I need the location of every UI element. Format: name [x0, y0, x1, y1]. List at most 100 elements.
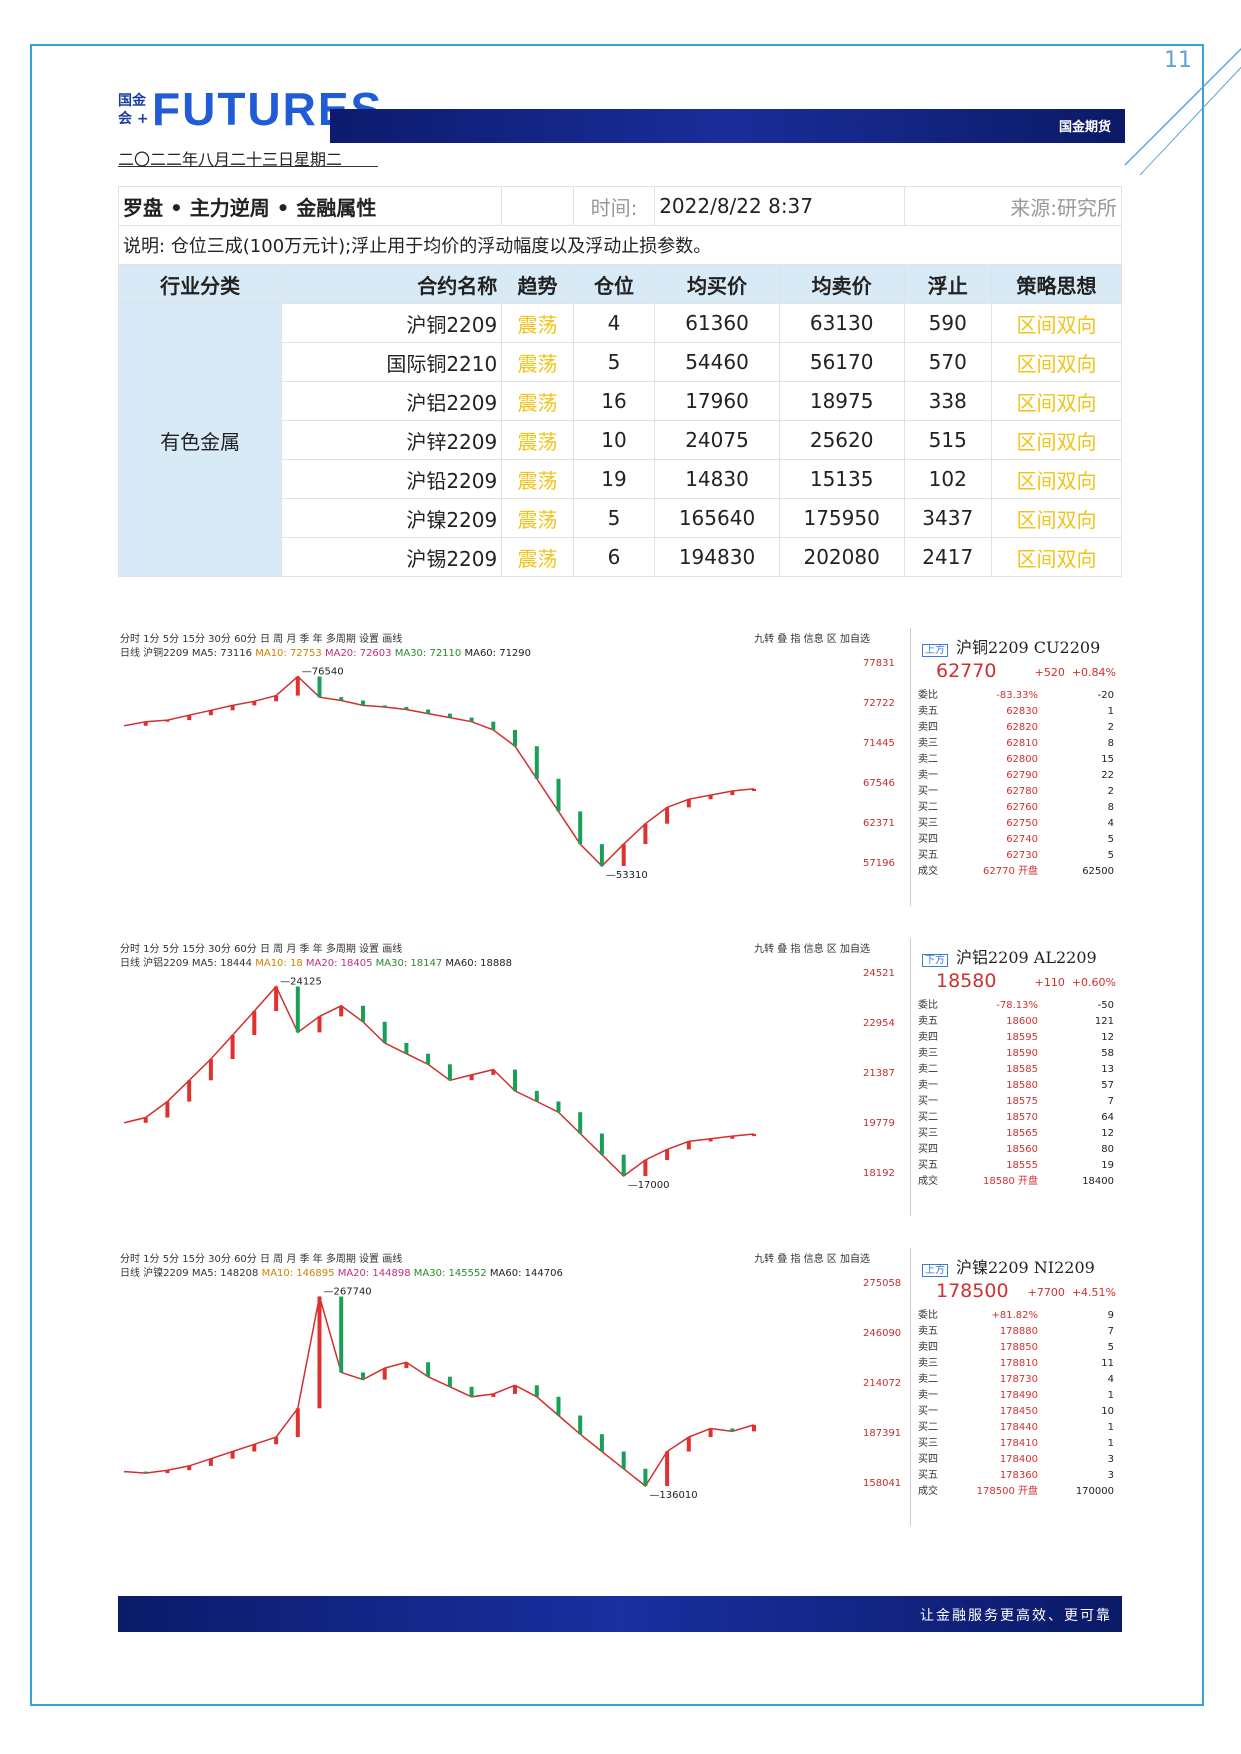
candle	[339, 697, 344, 701]
order-book-row: 卖三 18590 58	[918, 1048, 1114, 1059]
chart-panel-ni: 分时 1分 5分 15分 30分 60分 日 周 月 季 年 多周期 设置 画线…	[118, 1248, 1122, 1526]
candle	[295, 986, 300, 1033]
tool-buttons[interactable]: 九转 叠 指 信息 区 加自选	[754, 944, 870, 955]
price-change: +110 +0.60%	[1034, 976, 1116, 989]
order-book-row: 成交 18580 开盘 18400	[918, 1176, 1114, 1187]
candle	[230, 1451, 235, 1459]
candle	[447, 713, 452, 718]
order-book-row: 买三 178410 1	[918, 1438, 1114, 1449]
chart-panel-al: 分时 1分 5分 15分 30分 60分 日 周 月 季 年 多周期 设置 画线…	[118, 938, 1122, 1216]
period-toolbar[interactable]: 分时 1分 5分 15分 30分 60分 日 周 月 季 年 多周期 设置 画线	[120, 634, 403, 645]
candle	[621, 1154, 626, 1176]
price-line	[123, 985, 755, 1177]
axis-tick-label: 18192	[863, 1168, 895, 1179]
time-value: 2022/8/22 8:37	[654, 186, 905, 226]
order-book-row: 买五 178360 3	[918, 1470, 1114, 1481]
quote-title: 上方 沪铜2209 CU2209	[922, 634, 1100, 658]
candle	[752, 1134, 756, 1137]
tool-buttons[interactable]: 九转 叠 指 信息 区 加自选	[754, 1254, 870, 1265]
candle	[252, 701, 257, 706]
order-book-row: 卖五 18600 121	[918, 1016, 1114, 1027]
candle	[165, 1101, 170, 1118]
candle	[665, 807, 670, 824]
quote-panel: 上方 沪铜2209 CU2209 62770 +520 +0.84% 委比 -83.33%…	[914, 628, 1122, 906]
peak-label: —76540	[302, 667, 344, 678]
candle	[426, 1053, 431, 1065]
candle	[534, 1090, 539, 1102]
candle	[208, 1458, 213, 1466]
candle	[730, 791, 735, 796]
candle	[317, 1296, 322, 1409]
order-book-row: 买三 62750 4	[918, 818, 1114, 829]
trough-label: —17000	[628, 1180, 670, 1191]
table-row: 国际铜2210 震荡 5 54460 56170 570 区间双向	[119, 342, 1123, 382]
order-book-row: 成交 178500 开盘 170000	[918, 1486, 1114, 1497]
price-plot: —76540 —53310	[123, 667, 756, 881]
candle	[469, 1074, 474, 1081]
candle	[534, 1385, 539, 1397]
candle	[513, 1069, 517, 1091]
order-book-row: 买二 62760 8	[918, 802, 1114, 813]
axis-tick-label: 57196	[863, 858, 895, 869]
candle	[404, 1362, 409, 1369]
kline-chart[interactable]: 分时 1分 5分 15分 30分 60分 日 周 月 季 年 多周期 设置 画线…	[118, 628, 911, 906]
kline-chart[interactable]: 分时 1分 5分 15分 30分 60分 日 周 月 季 年 多周期 设置 画线…	[118, 938, 911, 1216]
footer-slogan: 让金融服务更高效、更可靠	[920, 1608, 1112, 1624]
kline-chart[interactable]: 分时 1分 5分 15分 30分 60分 日 周 月 季 年 多周期 设置 画线…	[118, 1248, 911, 1526]
order-book-row: 卖一 178490 1	[918, 1390, 1114, 1401]
candle	[599, 1434, 604, 1452]
time-label: 时间:	[572, 186, 656, 226]
order-book: 委比 +81.82% 9 卖五 178880 7 卖四 178850 5 卖三 178810 11 卖二…	[914, 1308, 1120, 1500]
order-book-row: 买三 18565 12	[918, 1128, 1114, 1139]
candle	[665, 1149, 670, 1160]
axis-tick-label: 22954	[863, 1018, 895, 1029]
candle	[513, 729, 517, 747]
candle	[469, 1386, 474, 1397]
candle	[730, 1136, 735, 1139]
order-book-row: 卖五 62830 1	[918, 706, 1114, 717]
candle	[295, 1408, 300, 1438]
period-toolbar[interactable]: 分时 1分 5分 15分 30分 60分 日 周 月 季 年 多周期 设置 画线	[120, 1254, 403, 1265]
order-book-row: 买一 18575 7	[918, 1096, 1114, 1107]
candle	[187, 1465, 192, 1471]
chart-panel-cu: 分时 1分 5分 15分 30分 60分 日 周 月 季 年 多周期 设置 画线…	[118, 628, 1122, 906]
order-book-row: 买四 178400 3	[918, 1454, 1114, 1465]
peak-label: —24125	[280, 977, 322, 988]
tool-buttons[interactable]: 九转 叠 指 信息 区 加自选	[754, 634, 870, 645]
order-book-row: 买二 18570 64	[918, 1112, 1114, 1123]
candle	[708, 1138, 713, 1142]
order-book-row: 卖二 18585 13	[918, 1064, 1114, 1075]
candle	[578, 1112, 583, 1134]
axis-tick-label: 214072	[863, 1378, 902, 1389]
footer-banner: 让金融服务更高效、更可靠	[118, 1596, 1122, 1632]
order-book: 委比 -78.13% -50 卖五 18600 121 卖四 18595 12 卖三 18590 58…	[914, 998, 1120, 1190]
candle	[447, 1376, 452, 1387]
header-banner: 国金期货	[330, 109, 1125, 143]
candle	[599, 844, 604, 866]
report-date: 二〇二二年八月二十三日星期二	[118, 150, 343, 169]
candle	[556, 1101, 561, 1113]
period-toolbar[interactable]: 分时 1分 5分 15分 30分 60分 日 周 月 季 年 多周期 设置 画线	[120, 944, 403, 955]
category-cell: 有色金属	[117, 303, 283, 577]
last-price: 178500	[936, 1280, 1009, 1302]
candle	[317, 676, 322, 698]
candle	[621, 1451, 626, 1469]
quote-panel: 下方 沪铝2209 AL2209 18580 +110 +0.60% 委比 -78.13%…	[914, 938, 1122, 1216]
candle	[643, 1160, 648, 1176]
candle	[404, 1043, 409, 1054]
candle	[143, 1117, 148, 1123]
price-line	[123, 1296, 755, 1488]
candle	[426, 1362, 431, 1377]
table-note: 说明: 仓位三成(100万元计);浮止用于均价的浮动幅度以及浮动止损参数。	[118, 225, 1122, 265]
table-row: 沪锡2209 震荡 6 194830 202080 2417 区间双向	[119, 537, 1123, 577]
candle	[143, 1471, 148, 1473]
logo-small: 国金会 +	[118, 93, 149, 127]
axis-tick-label: 24521	[863, 968, 895, 979]
order-book-row: 卖五 178880 7	[918, 1326, 1114, 1337]
candle	[469, 717, 474, 722]
page-number: 11	[1164, 48, 1192, 73]
quote-title: 上方 沪镍2209 NI2209	[922, 1254, 1095, 1278]
strategy-table: 罗盘 • 主力逆周 • 金融属性 时间: 2022/8/22 8:37 来源:研…	[117, 186, 1123, 577]
price-line	[123, 675, 755, 868]
order-book-row: 卖三 62810 8	[918, 738, 1114, 749]
